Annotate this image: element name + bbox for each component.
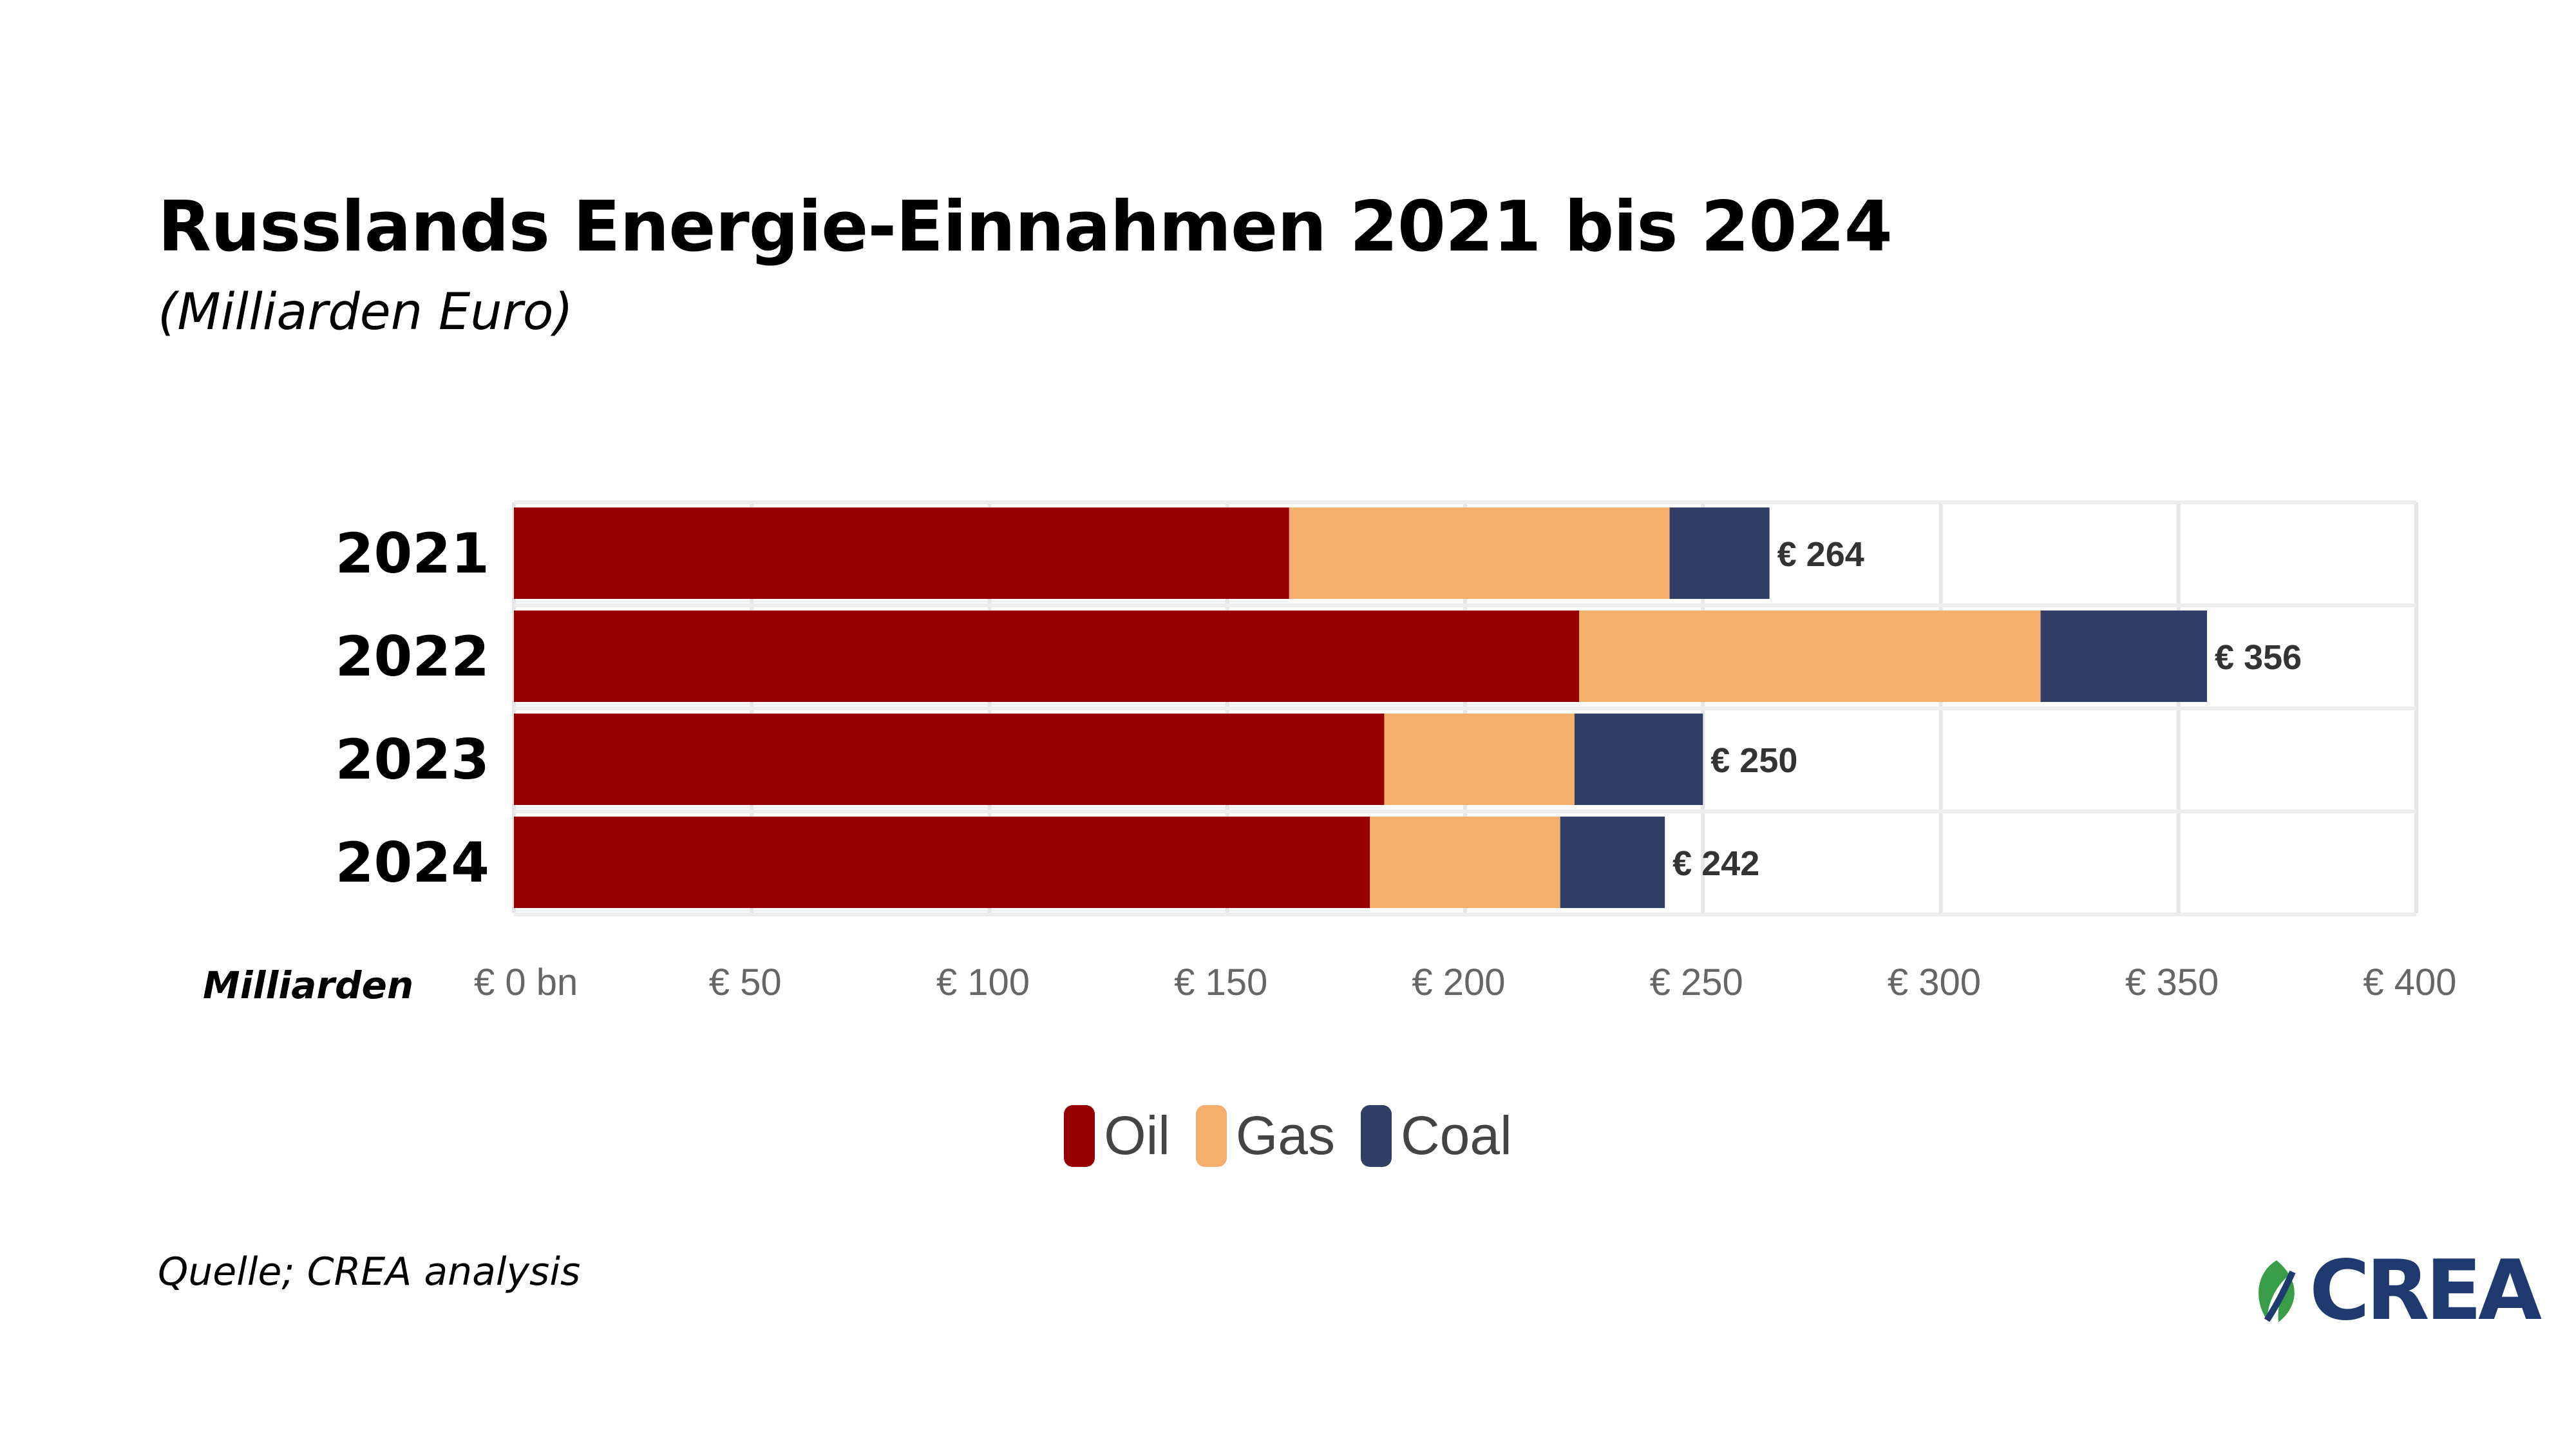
category-label-2023: 2023 [336, 728, 489, 792]
legend-swatch-oil [1064, 1104, 1095, 1167]
total-label-2023: € 250 [1710, 741, 1797, 780]
legend-swatch-coal [1360, 1104, 1392, 1167]
bar-2024-gas [1370, 817, 1560, 908]
total-label-2024: € 242 [1672, 844, 1759, 883]
x-tick-label-100: € 100 [936, 961, 1030, 1003]
bar-2023-gas [1384, 714, 1575, 805]
bar-2022-gas [1579, 611, 2041, 702]
total-labels: € 264 € 356 € 250 € 242 [1672, 535, 2302, 883]
bars [514, 507, 2208, 908]
legend: Oil Gas Coal [0, 1104, 2576, 1167]
crea-leaf-icon [2259, 1260, 2296, 1322]
legend-item-gas: Gas [1195, 1104, 1335, 1167]
legend-item-oil: Oil [1064, 1104, 1170, 1167]
legend-label-oil: Oil [1104, 1105, 1170, 1166]
legend-swatch-gas [1195, 1104, 1227, 1167]
bar-2022-oil [514, 611, 1580, 702]
x-axis-label: Milliarden [203, 963, 413, 1007]
x-tick-label-0: € 0 bn [474, 961, 578, 1003]
bar-2023-coal [1574, 714, 1703, 805]
x-tick-label-300: € 300 [1888, 961, 1981, 1003]
bar-2022-coal [2040, 611, 2208, 702]
category-label-2024: 2024 [336, 831, 489, 895]
source-note: Quelle; CREA analysis [158, 1249, 581, 1294]
bar-2021-gas [1289, 507, 1670, 599]
legend-item-coal: Coal [1360, 1104, 1512, 1167]
x-axis-ticks: € 0 bn € 50 € 100 € 150 € 200 € 250 € 300 € 350… [474, 961, 2457, 1003]
x-tick-label-250: € 250 [1650, 961, 1743, 1003]
x-tick-label-50: € 50 [709, 961, 782, 1003]
x-tick-label-400: € 400 [2363, 961, 2456, 1003]
bar-2023-oil [514, 714, 1385, 805]
total-label-2022: € 356 [2215, 638, 2302, 677]
bar-2021-oil [514, 507, 1289, 599]
category-labels: 2021 2022 2023 2024 [336, 522, 489, 895]
chart-subtitle: (Milliarden Euro) [158, 283, 573, 341]
crea-logo-text: CREA [2309, 1243, 2542, 1339]
category-label-2022: 2022 [336, 625, 489, 689]
legend-label-coal: Coal [1400, 1105, 1512, 1166]
bar-2024-coal [1560, 817, 1665, 908]
bar-2024-oil [514, 817, 1370, 908]
x-tick-label-150: € 150 [1174, 961, 1267, 1003]
legend-label-gas: Gas [1235, 1105, 1335, 1166]
crea-logo: CREA [2248, 1243, 2542, 1339]
bar-2021-coal [1669, 507, 1770, 599]
x-tick-label-350: € 350 [2125, 961, 2219, 1003]
x-tick-label-200: € 200 [1412, 961, 1505, 1003]
chart-title: Russlands Energie-Einnahmen 2021 bis 202… [158, 187, 1893, 267]
total-label-2021: € 264 [1777, 535, 1864, 574]
category-label-2021: 2021 [336, 522, 489, 586]
stacked-bar-chart: 2021 2022 2023 2024 € 264 € 356 € 250 € 242 € … [203, 500, 2457, 1007]
